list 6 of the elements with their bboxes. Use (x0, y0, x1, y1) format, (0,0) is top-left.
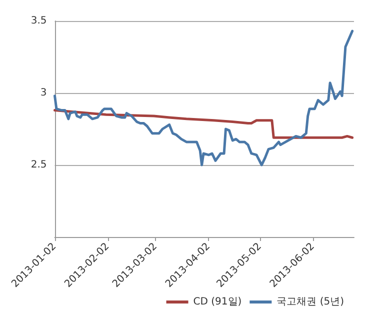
line-series (54, 30, 354, 166)
y-tick-label: 3.5 (30, 16, 47, 26)
legend-label: 국고채권 (5년) (276, 296, 344, 308)
y-tick-label: 3 (40, 88, 47, 98)
legend-label: CD (91일) (193, 296, 242, 308)
y-tick-label: 2.5 (30, 160, 47, 170)
